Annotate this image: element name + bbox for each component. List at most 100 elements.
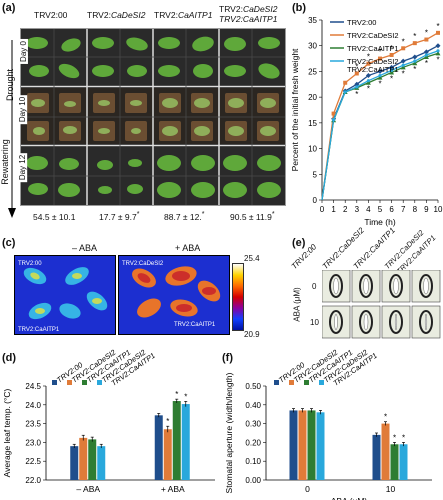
bar — [307, 410, 316, 480]
panel-label-b: (b) — [292, 2, 307, 14]
bar — [70, 446, 79, 480]
y-axis-label: Average leaf temp. (°C) — [2, 388, 12, 477]
data-point — [424, 37, 429, 42]
y-tick-label: 15 — [308, 119, 317, 128]
significance-star: * — [355, 62, 358, 71]
bar — [289, 410, 298, 480]
data-point — [389, 69, 395, 75]
x-tick-label: 6 — [389, 205, 394, 214]
data-point — [365, 73, 371, 79]
data-point — [378, 73, 382, 78]
thermal-leaves-minus: TRV2:00 TRV2:CaAITP1 — [15, 256, 115, 334]
data-point — [389, 52, 394, 57]
category-label: 0 — [305, 484, 310, 494]
chart-f: 0.00 0.10 0.20 0.30 0.40 0.50 Stomatal apertur… — [224, 348, 432, 500]
row-label-day0: Day 0 — [18, 39, 28, 64]
x-axis-label: ABA (μM) — [331, 496, 368, 500]
legend-swatch — [289, 380, 294, 385]
data-point — [355, 85, 359, 89]
bar — [79, 437, 88, 480]
x-tick-label: 4 — [366, 205, 371, 214]
bar — [88, 439, 97, 480]
significance-star: * — [166, 417, 169, 426]
col-header-1: TRV2:00 — [34, 10, 68, 20]
data-point — [424, 53, 428, 57]
x-tick-label: 10 — [434, 205, 443, 214]
thermal-title-minus-aba: – ABA — [72, 243, 98, 253]
significance-star: * — [402, 433, 405, 442]
panel-label-c: (c) — [2, 237, 16, 249]
category-label: + ABA — [161, 484, 185, 494]
panel-label-a: (a) — [2, 2, 16, 14]
x-tick-label: 9 — [424, 205, 429, 214]
row-label-day10: Day 10 — [18, 94, 28, 125]
x-tick-label: 2 — [343, 205, 348, 214]
thermal-image-minus-aba: TRV2:00 TRV2:CaAITP1 — [14, 255, 116, 335]
bar — [372, 434, 381, 480]
significance-star: * — [355, 90, 358, 99]
data-point — [412, 54, 418, 60]
x-tick-label: 3 — [355, 205, 360, 214]
data-point — [435, 50, 441, 56]
y-tick-label: 22.0 — [25, 476, 41, 485]
legend-label: TRV2:CaAITP1 — [347, 65, 399, 74]
y-tick-label: 0 — [313, 196, 318, 205]
survival-value: 54.5 ± 10.1 — [33, 211, 76, 222]
data-point — [400, 58, 406, 64]
panel-label-e: (e) — [292, 237, 306, 249]
bar — [316, 412, 325, 480]
data-point — [343, 90, 347, 94]
legend-swatch — [82, 380, 87, 385]
thermal-title-plus-aba: + ABA — [175, 243, 201, 253]
significance-star: * — [367, 53, 370, 62]
data-point — [332, 118, 336, 122]
significance-star: * — [413, 32, 416, 41]
significance-star: * — [436, 55, 439, 64]
thermal-label-bl: TRV2:CaAITP1 — [18, 327, 60, 333]
data-point — [366, 61, 371, 66]
thermal-leaves-plus: TRV2:CaDeSI2 TRV2:CaAITP1 — [119, 256, 229, 334]
significance-star: * — [367, 85, 370, 94]
y-tick-label: 0.50 — [245, 382, 261, 391]
thermal-label-tl: TRV2:00 — [18, 261, 42, 267]
x-tick-label: 8 — [413, 205, 418, 214]
legend-swatch — [319, 380, 324, 385]
legend-label: TRV2:CaDeSI2 — [347, 31, 399, 40]
legend-label: TRV2:00 — [347, 18, 376, 27]
data-point — [365, 80, 371, 85]
y-tick-label: 25 — [308, 67, 317, 76]
y-tick-label: 5 — [313, 170, 318, 179]
x-tick-label: 7 — [401, 205, 406, 214]
y-tick-label: 23.5 — [25, 420, 41, 429]
significance-star: * — [390, 74, 393, 83]
data-point — [423, 49, 429, 55]
y-tick-label: 0.20 — [245, 438, 261, 447]
bar — [97, 446, 106, 480]
data-point — [435, 43, 441, 49]
significance-star: * — [425, 59, 428, 68]
col-header-2: TRV2:CaDeSI2 — [87, 10, 146, 20]
y-axis-label: Stomatal aperture (width/length) — [224, 372, 234, 493]
data-point — [412, 41, 417, 46]
y-axis-label: Percent of the initial fresh weight — [290, 48, 300, 171]
panel-label-f: (f) — [222, 352, 233, 364]
data-point — [436, 30, 440, 35]
legend-swatch — [304, 380, 309, 385]
chart-d: 22.0 22.5 23.0 23.5 24.0 24.5 Average leaf tem… — [2, 348, 215, 494]
stomata-ylabel: ABA (μM) — [292, 287, 302, 322]
thermal-label-br: TRV2:CaAITP1 — [174, 322, 216, 328]
data-point — [423, 54, 429, 60]
scale-min-label: 20.9 — [244, 330, 260, 339]
legend-swatch — [67, 380, 72, 385]
col-header-3: TRV2:CaAITP1 — [154, 10, 213, 20]
data-point — [343, 80, 348, 85]
data-point — [401, 46, 406, 51]
data-point — [389, 64, 395, 70]
col-header-4: TRV2:CaDeSI2 — [219, 4, 278, 14]
significance-star: * — [402, 37, 405, 46]
bar — [399, 444, 408, 480]
plant-photo-grid — [20, 28, 286, 206]
bar — [298, 410, 307, 480]
survival-value: 17.7 ± 9.7* — [99, 210, 140, 222]
